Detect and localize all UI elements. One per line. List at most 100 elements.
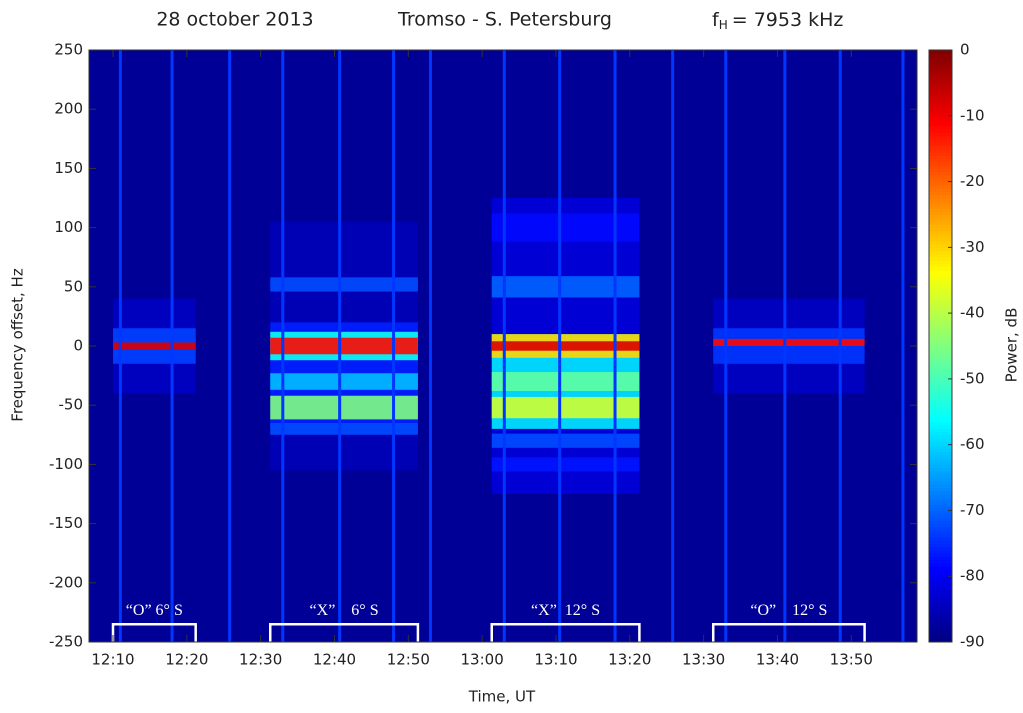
colorbar-step bbox=[929, 342, 952, 347]
colorbar-step bbox=[929, 151, 952, 156]
colorbar-step bbox=[929, 441, 952, 446]
colorbar-step bbox=[929, 313, 952, 317]
colorbar-step bbox=[929, 253, 952, 258]
colorbar-step bbox=[929, 148, 952, 153]
colorbar-step bbox=[929, 464, 952, 469]
chart-title-path: Tromso - S. Petersburg bbox=[397, 9, 612, 31]
colorbar-step bbox=[929, 477, 952, 482]
interference-stripe bbox=[428, 50, 432, 642]
colorbar-tick-label: -90 bbox=[960, 633, 985, 651]
colorbar-step bbox=[929, 563, 952, 567]
colorbar-step bbox=[929, 536, 952, 541]
y-tick-label: 100 bbox=[54, 218, 83, 236]
interference-stripe bbox=[613, 50, 617, 642]
colorbar-step bbox=[929, 92, 952, 97]
colorbar-step bbox=[929, 540, 952, 544]
power-band bbox=[491, 433, 640, 448]
y-tick-label: 0 bbox=[73, 337, 83, 355]
colorbar-step bbox=[929, 510, 952, 515]
colorbar-step bbox=[929, 523, 952, 528]
colorbar-step bbox=[929, 244, 952, 248]
colorbar-step bbox=[929, 59, 952, 64]
colorbar-step bbox=[929, 224, 952, 229]
colorbar-step bbox=[929, 332, 952, 337]
colorbar-step bbox=[929, 372, 952, 377]
colorbar-step bbox=[929, 240, 952, 245]
colorbar-step bbox=[929, 211, 952, 215]
colorbar-step bbox=[929, 326, 952, 331]
session-label: “O” 6° S bbox=[126, 602, 183, 619]
colorbar-step bbox=[929, 507, 952, 511]
y-tick-label: -200 bbox=[49, 573, 83, 591]
colorbar-step bbox=[929, 549, 952, 554]
colorbar-step bbox=[929, 309, 952, 314]
colorbar-step bbox=[929, 454, 952, 459]
colorbar-step bbox=[929, 500, 952, 505]
interference-stripe bbox=[502, 50, 506, 642]
colorbar-step bbox=[929, 638, 952, 643]
colorbar-step bbox=[929, 431, 952, 436]
power-band bbox=[491, 396, 640, 419]
colorbar-step bbox=[929, 119, 952, 123]
colorbar-step bbox=[929, 628, 952, 633]
colorbar-step bbox=[929, 470, 952, 475]
colorbar-step bbox=[929, 132, 952, 137]
colorbar-step bbox=[929, 401, 952, 406]
y-tick-label: -250 bbox=[49, 633, 83, 651]
colorbar-step bbox=[929, 181, 952, 186]
colorbar-step bbox=[929, 69, 952, 74]
x-tick-label: 12:10 bbox=[91, 651, 134, 669]
colorbar-step bbox=[929, 174, 952, 179]
y-tick-label: 250 bbox=[54, 41, 83, 59]
colorbar-step bbox=[929, 595, 952, 600]
colorbar-step bbox=[929, 438, 952, 442]
colorbar-step bbox=[929, 221, 952, 225]
power-band bbox=[713, 338, 865, 346]
colorbar-step bbox=[929, 480, 952, 485]
colorbar-step bbox=[929, 191, 952, 196]
colorbar-step bbox=[929, 286, 952, 291]
colorbar-step bbox=[929, 447, 952, 452]
colorbar-frame bbox=[928, 49, 953, 643]
colorbar-step bbox=[929, 194, 952, 199]
y-tick-label: 200 bbox=[54, 100, 83, 118]
colorbar-step bbox=[929, 158, 952, 163]
colorbar-step bbox=[929, 66, 952, 71]
colorbar-step bbox=[929, 86, 952, 90]
interference-stripe bbox=[170, 50, 174, 642]
colorbar-step bbox=[929, 336, 952, 340]
colorbar-step bbox=[929, 392, 952, 396]
colorbar-step bbox=[929, 408, 952, 413]
y-tick-label: 150 bbox=[54, 159, 83, 177]
colorbar-step bbox=[929, 622, 952, 627]
y-tick-label: -100 bbox=[49, 455, 83, 473]
colorbar-step bbox=[929, 204, 952, 209]
colorbar-step bbox=[929, 201, 952, 206]
freq-symbol: f bbox=[712, 9, 720, 31]
colorbar-step bbox=[929, 63, 952, 67]
colorbar-step bbox=[929, 96, 952, 100]
colorbar-step bbox=[929, 424, 952, 429]
colorbar-step bbox=[929, 99, 952, 104]
colorbar-step bbox=[929, 559, 952, 564]
colorbar-step bbox=[929, 579, 952, 584]
colorbar-step bbox=[929, 388, 952, 393]
colorbar-step bbox=[929, 247, 952, 252]
colorbar-step bbox=[929, 382, 952, 386]
interference-stripe bbox=[118, 50, 122, 642]
freq-subscript: H bbox=[719, 18, 728, 32]
colorbar-step bbox=[929, 306, 952, 311]
colorbar-step bbox=[929, 618, 952, 623]
interference-stripe bbox=[558, 50, 562, 642]
colorbar-step bbox=[929, 257, 952, 261]
colorbar-step bbox=[929, 73, 952, 77]
colorbar-step bbox=[929, 138, 952, 143]
colorbar-tick-label: -50 bbox=[960, 369, 985, 387]
interference-stripe bbox=[228, 50, 232, 642]
colorbar-step bbox=[929, 605, 952, 610]
colorbar-step bbox=[929, 359, 952, 363]
interference-stripe bbox=[724, 50, 728, 642]
x-tick-label: 12:40 bbox=[313, 651, 356, 669]
interference-stripe bbox=[392, 50, 396, 642]
interference-stripe bbox=[671, 50, 675, 642]
